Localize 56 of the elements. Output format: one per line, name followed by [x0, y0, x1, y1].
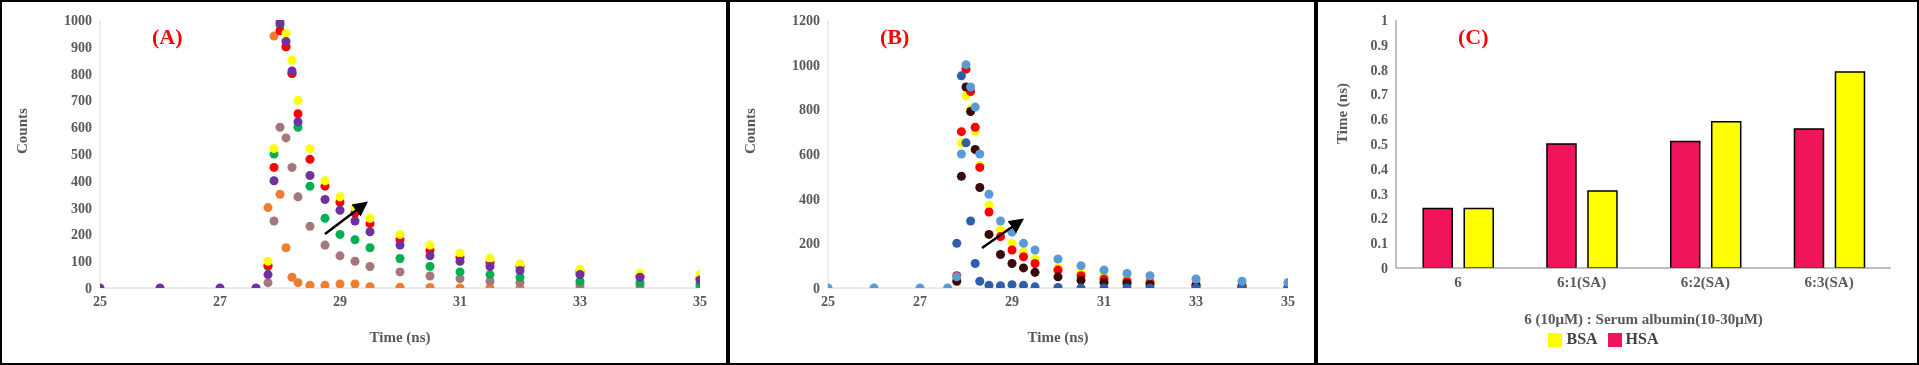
x-axis-title: Time (ns)	[369, 329, 431, 346]
y-tick-label: 1000	[64, 12, 92, 28]
y-tick-label: 1	[1381, 12, 1388, 28]
y-tick-label: 0.8	[1370, 62, 1388, 78]
x-tick-label: 31	[1097, 293, 1111, 309]
x-tick-label: 29	[1005, 293, 1019, 309]
x-axis-title: 6 (10μM) : Serum albumin(10-30μM)	[1524, 311, 1763, 328]
y-axis-title: Counts	[742, 107, 759, 154]
y-tick-label: 300	[71, 200, 92, 216]
x-tick-label: 35	[1281, 293, 1295, 309]
x-tick-label: 27	[213, 293, 227, 309]
x-tick-label: 6:3(SA)	[1804, 273, 1854, 291]
y-tick-label: 1000	[792, 57, 820, 73]
y-tick-label: 0.1	[1370, 236, 1388, 252]
y-tick-label: 0.9	[1370, 37, 1388, 53]
y-tick-label: 500	[71, 146, 92, 162]
y-tick-label: 100	[71, 254, 92, 270]
y-tick-label: 0.4	[1370, 161, 1388, 177]
x-axis-title: Time (ns)	[1027, 329, 1089, 346]
chart-title: (C)	[1458, 24, 1489, 50]
y-axis-title: Counts	[14, 107, 31, 154]
y-tick-label: 800	[799, 102, 820, 118]
x-tick-label: 6:2(SA)	[1680, 273, 1730, 291]
y-tick-label: 0.7	[1370, 87, 1388, 103]
y-tick-label: 600	[799, 146, 820, 162]
y-tick-label: 400	[71, 173, 92, 189]
x-tick-label: 27	[913, 293, 927, 309]
y-tick-label: 900	[71, 39, 92, 55]
x-tick-label: 33	[1189, 293, 1203, 309]
chart-title: (B)	[880, 24, 910, 50]
x-tick-label: 6:1(SA)	[1557, 273, 1607, 291]
y-axis-title: Time (ns)	[1334, 83, 1352, 144]
x-tick-label: 29	[333, 293, 347, 309]
y-tick-label: 0.2	[1370, 211, 1388, 227]
x-tick-label: 33	[573, 293, 587, 309]
y-tick-label: 700	[71, 93, 92, 109]
y-tick-label: 1200	[792, 12, 820, 28]
y-tick-label: 200	[71, 227, 92, 243]
y-tick-label: 800	[71, 66, 92, 82]
y-tick-label: 0.3	[1370, 186, 1388, 202]
x-tick-label: 6	[1454, 273, 1463, 290]
y-tick-label: 0	[1381, 260, 1388, 276]
chart-title: (A)	[152, 24, 183, 50]
y-tick-label: 0	[85, 280, 92, 296]
legend-label: BSA	[1566, 330, 1598, 347]
y-tick-label: 0	[813, 280, 820, 296]
y-tick-label: 400	[799, 191, 820, 207]
y-tick-label: 600	[71, 120, 92, 136]
y-tick-label: 0.6	[1370, 112, 1388, 128]
legend-label: HSA	[1625, 330, 1659, 347]
x-tick-label: 31	[453, 293, 467, 309]
x-tick-label: 25	[93, 293, 107, 309]
y-tick-label: 0.5	[1370, 136, 1388, 152]
x-tick-label: 35	[693, 293, 707, 309]
x-tick-label: 25	[821, 293, 835, 309]
y-tick-label: 200	[799, 236, 820, 252]
